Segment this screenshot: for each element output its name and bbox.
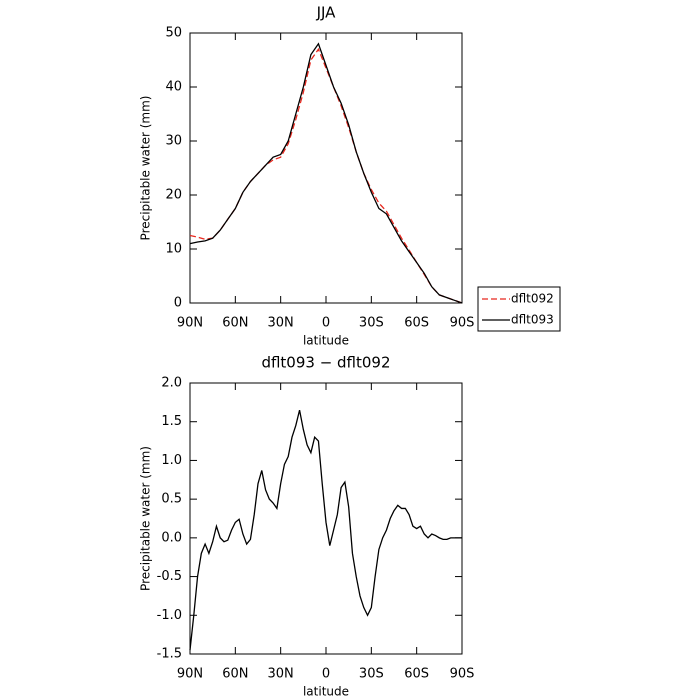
x-tick-label: 60S [404,316,429,331]
x-tick-label: 30N [268,316,294,331]
x-tick-label: 90S [450,316,475,331]
y-tick-label: 50 [165,26,182,41]
y-tick-label: 1.5 [161,414,182,429]
y-axis-label: Precipitable water (mm) [139,96,153,241]
y-tick-label: 0.5 [161,492,182,507]
y-tick-label: 40 [165,80,182,95]
x-tick-label: 0 [322,316,330,331]
x-tick-label: 30N [268,667,294,682]
x-tick-label: 60S [404,667,429,682]
x-tick-label: 90N [177,316,203,331]
y-tick-label: 1.0 [161,453,182,468]
x-tick-label: 90S [450,667,475,682]
x-tick-label: 30S [359,667,384,682]
chart-title: dflt093 − dflt092 [261,354,390,372]
y-tick-label: 0.0 [161,530,182,545]
y-tick-label: -1.5 [157,647,182,662]
y-axis-label: Precipitable water (mm) [139,446,153,591]
x-tick-label: 0 [322,667,330,682]
y-tick-label: 30 [165,134,182,149]
y-tick-label: -0.5 [157,569,182,584]
y-tick-label: 10 [165,242,182,257]
y-tick-label: 2.0 [161,376,182,391]
x-tick-label: 60N [222,316,248,331]
chart-title: JJA [316,4,337,22]
y-tick-label: -1.0 [157,608,182,623]
legend-box [477,286,561,332]
data-line [189,409,462,651]
x-axis-label: latitude [303,685,349,699]
data-line [189,42,463,304]
y-tick-label: 20 [165,188,182,203]
legend-label: dflt093 [511,313,554,327]
y-tick-label: 0 [174,296,182,311]
x-tick-label: 90N [177,667,203,682]
x-tick-label: 60N [222,667,248,682]
x-axis-label: latitude [303,334,349,348]
plot-frame [189,32,463,304]
x-tick-label: 30S [359,316,384,331]
legend-label: dflt092 [511,292,554,306]
data-line [189,47,463,304]
